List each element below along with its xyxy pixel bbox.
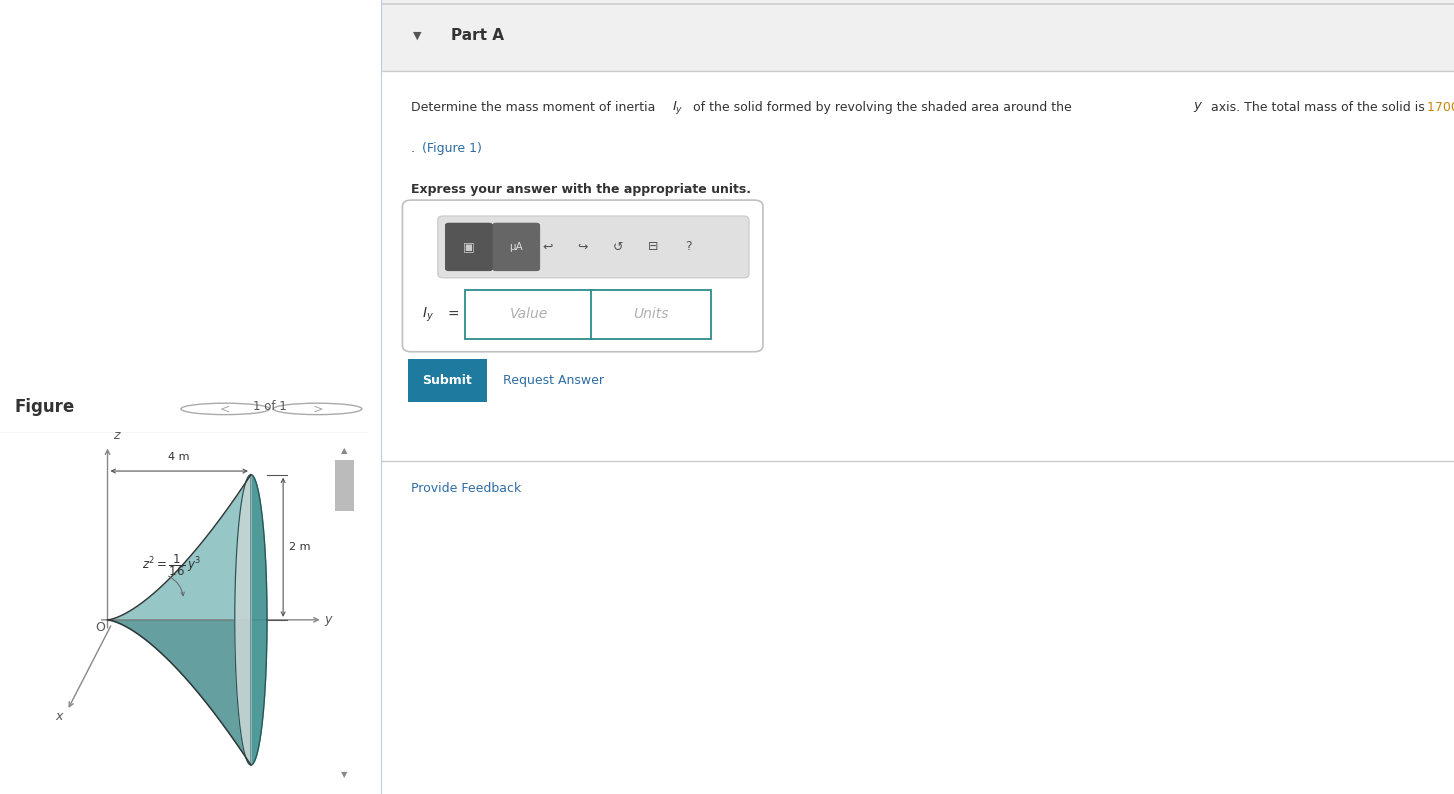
Text: (Figure 1): (Figure 1) bbox=[422, 142, 481, 155]
Polygon shape bbox=[252, 475, 268, 765]
Text: Submit: Submit bbox=[423, 374, 473, 387]
FancyBboxPatch shape bbox=[592, 290, 711, 339]
FancyBboxPatch shape bbox=[381, 0, 1454, 71]
Text: Value: Value bbox=[510, 307, 548, 322]
Text: Figure: Figure bbox=[15, 398, 76, 415]
Text: ▼: ▼ bbox=[413, 31, 422, 40]
Text: of the solid formed by revolving the shaded area around the: of the solid formed by revolving the sha… bbox=[694, 101, 1072, 114]
Text: $I_y$: $I_y$ bbox=[672, 98, 683, 116]
Text: ▲: ▲ bbox=[342, 445, 348, 455]
Text: 2 m: 2 m bbox=[288, 542, 310, 553]
Text: ?: ? bbox=[686, 241, 692, 253]
Text: $y$: $y$ bbox=[1194, 100, 1204, 114]
FancyBboxPatch shape bbox=[493, 223, 539, 271]
Text: O: O bbox=[95, 621, 105, 634]
Text: μA: μA bbox=[509, 242, 523, 252]
FancyBboxPatch shape bbox=[445, 223, 493, 271]
Text: 1 of 1: 1 of 1 bbox=[253, 400, 286, 413]
Text: Request Answer: Request Answer bbox=[503, 374, 605, 387]
Text: =: = bbox=[448, 308, 459, 322]
FancyBboxPatch shape bbox=[403, 200, 763, 352]
Text: 1700 kg: 1700 kg bbox=[1428, 101, 1454, 114]
Text: Provide Feedback: Provide Feedback bbox=[411, 482, 521, 495]
Text: ⊟: ⊟ bbox=[648, 241, 659, 253]
Text: ▼: ▼ bbox=[342, 770, 348, 780]
FancyBboxPatch shape bbox=[438, 216, 749, 278]
FancyBboxPatch shape bbox=[465, 290, 593, 339]
Text: axis. The total mass of the solid is: axis. The total mass of the solid is bbox=[1211, 101, 1425, 114]
Text: z: z bbox=[113, 429, 119, 442]
Text: y: y bbox=[324, 613, 332, 626]
Text: >: > bbox=[313, 403, 323, 415]
Text: .: . bbox=[411, 142, 414, 155]
Text: Determine the mass moment of inertia: Determine the mass moment of inertia bbox=[411, 101, 659, 114]
Text: $z^2 = \dfrac{1}{16}\,y^3$: $z^2 = \dfrac{1}{16}\,y^3$ bbox=[141, 553, 201, 578]
Text: ↺: ↺ bbox=[612, 241, 624, 253]
Text: <: < bbox=[220, 403, 231, 415]
Polygon shape bbox=[234, 475, 252, 765]
Text: ↩: ↩ bbox=[542, 241, 553, 253]
FancyBboxPatch shape bbox=[407, 359, 487, 402]
Text: 4 m: 4 m bbox=[169, 453, 190, 462]
Text: $I_y$: $I_y$ bbox=[422, 306, 433, 325]
Text: Part A: Part A bbox=[451, 29, 503, 43]
Text: Units: Units bbox=[634, 307, 669, 322]
Text: x: x bbox=[55, 710, 63, 723]
Text: ▣: ▣ bbox=[462, 241, 475, 253]
Text: ↪: ↪ bbox=[577, 241, 587, 253]
FancyBboxPatch shape bbox=[336, 461, 353, 511]
Text: Express your answer with the appropriate units.: Express your answer with the appropriate… bbox=[411, 183, 752, 196]
